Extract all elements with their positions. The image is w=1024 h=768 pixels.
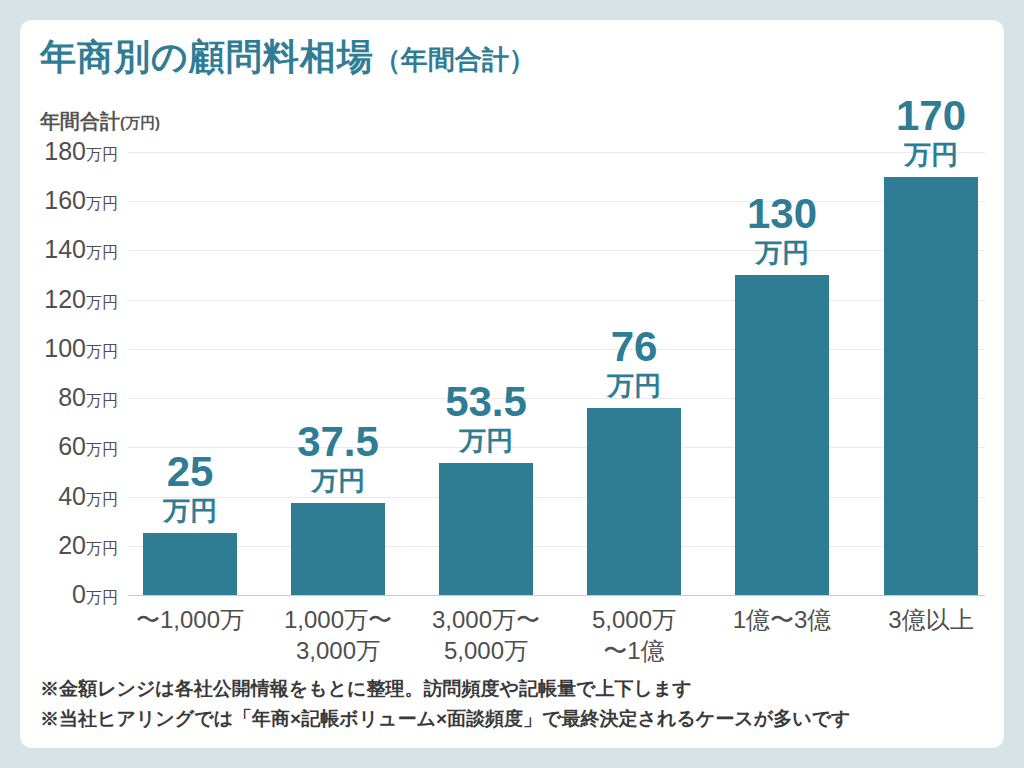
- bar: [587, 408, 681, 595]
- y-tick-label: 120万円: [30, 284, 118, 318]
- y-tick-label: 80万円: [30, 382, 118, 416]
- bar-value-label: 170万円: [851, 93, 1011, 171]
- bar-value-label: 37.5万円: [258, 419, 418, 497]
- bar-value-label: 25万円: [110, 449, 270, 527]
- bar: [735, 275, 829, 595]
- gridline: [128, 546, 985, 547]
- x-tick-label: 3億以上: [841, 604, 1021, 635]
- x-axis-line: [128, 595, 985, 596]
- y-tick-label: 20万円: [30, 530, 118, 564]
- y-tick-label: 160万円: [30, 185, 118, 219]
- footnote-2: ※当社ヒアリングでは「年商×記帳ボリューム×面談頻度」で最終決定されるケースが多…: [40, 706, 851, 732]
- chart-card: 年商別の顧問料相場（年間合計） 年間合計(万円) 0万円20万円40万円60万円…: [20, 20, 1004, 748]
- footnote-1: ※金額レンジは各社公開情報をもとに整理。訪問頻度や記帳量で上下します: [40, 676, 692, 702]
- gridline: [128, 300, 985, 301]
- bar-value-label: 76万円: [554, 324, 714, 402]
- y-tick-label: 60万円: [30, 431, 118, 465]
- bar: [439, 463, 533, 595]
- bar: [884, 177, 978, 595]
- bar: [143, 533, 237, 595]
- bar-chart: 0万円20万円40万円60万円80万円100万円120万円140万円160万円1…: [20, 20, 1004, 748]
- y-tick-label: 180万円: [30, 136, 118, 170]
- bar-value-label: 130万円: [702, 191, 862, 269]
- y-tick-label: 40万円: [30, 481, 118, 515]
- bar-value-label: 53.5万円: [406, 379, 566, 457]
- bar: [291, 503, 385, 595]
- y-tick-label: 140万円: [30, 234, 118, 268]
- page: { "title": { "main": "年商別の顧問料相場", "sub":…: [0, 0, 1024, 768]
- y-tick-label: 100万円: [30, 333, 118, 367]
